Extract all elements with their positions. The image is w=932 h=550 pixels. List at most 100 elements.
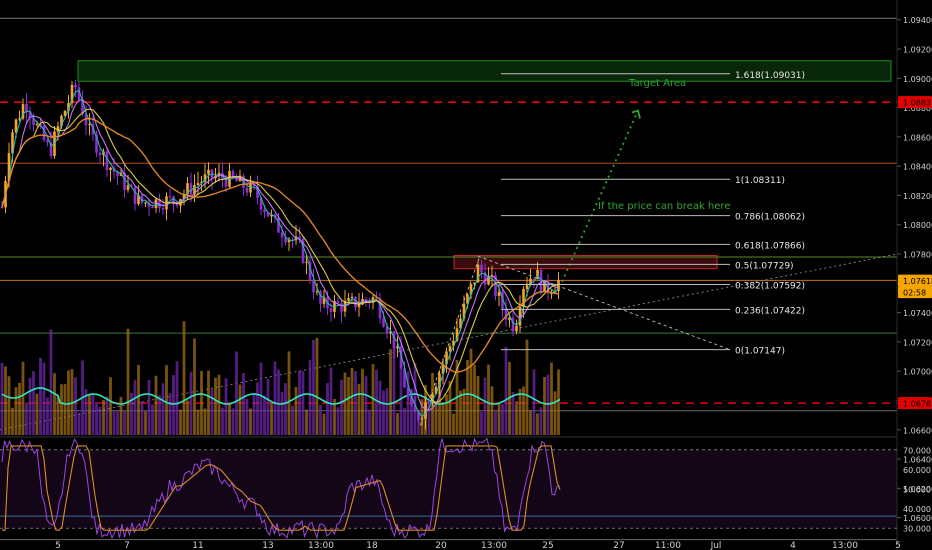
volume-bar-53: [186, 400, 189, 435]
candle-141: [494, 271, 497, 301]
rsi-signal-line: [2, 445, 561, 531]
candle-36: [126, 175, 130, 193]
volume-bar-44: [154, 375, 158, 435]
candle-body-88: [308, 261, 312, 280]
volume-bar-159: [557, 369, 560, 435]
time-tick-label-9: 27: [613, 541, 624, 550]
volume-bar-57: [200, 371, 203, 435]
candle-body-54: [189, 183, 193, 195]
volume-bar-146: [511, 392, 515, 435]
candle-body-127: [445, 351, 448, 365]
price-tick-label-17: 1.06000: [903, 514, 932, 523]
candle-body-143: [501, 291, 504, 309]
candle-body-10: [35, 124, 39, 126]
volume-bar-46: [161, 383, 165, 435]
time-tick-label-2: 11: [192, 541, 203, 550]
candle-35: [123, 164, 126, 199]
candle-42: [147, 199, 151, 217]
volume-bar-139: [487, 364, 490, 435]
price-axis[interactable]: 1.09400 1.09200 1.09000 1.08800 1.08600 1.084…: [897, 16, 932, 523]
price-badge-bg-0: [898, 96, 932, 109]
volume-bar-10: [35, 393, 39, 435]
volume-bar-43: [151, 404, 154, 435]
fib-level-0: 1.618(1.09031): [501, 71, 805, 81]
volume-bar-27: [95, 401, 98, 435]
volume-bar-17: [60, 384, 63, 435]
candle-body-87: [305, 261, 308, 263]
candle-body-79: [277, 217, 280, 233]
annotation-0: Target Area: [628, 78, 686, 89]
candle-body-91: [319, 291, 322, 304]
fib-level-2: 0.786(1.08062): [501, 213, 805, 223]
candle-body-129: [452, 340, 455, 347]
price-tick-label-6: 1.08200: [903, 192, 932, 201]
zones-layer: [77, 60, 892, 270]
volume-bar-136: [476, 375, 480, 435]
volume-bar-152: [532, 369, 536, 435]
candle-85: [298, 226, 301, 244]
candle-body-114: [399, 346, 403, 369]
candle-body-53: [186, 183, 189, 195]
candle-body-146: [511, 317, 515, 332]
volume-bar-147: [515, 401, 518, 435]
fib-label-7: 0(1.07147): [735, 347, 785, 357]
time-axis[interactable]: 5 7 11 13 13:00 18 20 13:00 25 27 11:00 Jul 4 13:00 5: [55, 541, 901, 550]
candle-28: [98, 148, 102, 164]
volume-bar-74: [259, 362, 263, 435]
candle-body-96: [336, 301, 340, 304]
candle-body-155: [543, 280, 546, 292]
moving-averages-layer: [1, 89, 559, 418]
candle-body-46: [161, 208, 165, 210]
candle-body-33: [116, 171, 119, 176]
volume-bar-144: [504, 346, 508, 435]
candle-12: [42, 122, 46, 142]
candle-18: [63, 109, 67, 117]
candle-body-137: [480, 264, 483, 273]
volume-bar-72: [252, 393, 256, 435]
candle-body-37: [130, 185, 133, 187]
candle-92: [322, 290, 326, 308]
volume-bar-73: [256, 382, 259, 435]
volume-bar-158: [553, 391, 557, 435]
candle-body-126: [441, 364, 445, 374]
price-badge-label-3: 1.06782: [903, 400, 932, 409]
candle-112: [392, 331, 396, 359]
volume-bar-15: [53, 373, 56, 435]
candle-87: [305, 254, 308, 275]
volume-bar-70: [245, 398, 249, 435]
candle-body-66: [231, 170, 235, 178]
time-tick-label-11: Jul: [710, 541, 722, 550]
price-tick-label-12: 1.07000: [903, 368, 932, 377]
candle-body-21: [74, 84, 77, 88]
rsi-tick-label-0: 70.000: [903, 446, 931, 455]
fib-level-6: 0.236(1.07422): [501, 306, 805, 316]
candle-81: [284, 231, 287, 246]
volume-bar-50: [175, 361, 179, 435]
annotation-1: If the price can break here: [598, 201, 730, 212]
price-tick-label-10: 1.07400: [903, 309, 932, 318]
candle-7: [25, 93, 28, 123]
volume-bar-108: [378, 380, 382, 435]
candle-body-101: [354, 296, 357, 308]
volume-ma-line: [1, 387, 561, 405]
candle-body-70: [245, 187, 249, 193]
volume-bar-98: [343, 372, 347, 435]
candle-99: [347, 292, 350, 302]
price-tick-label-2: 1.09000: [903, 75, 932, 84]
volume-bar-29: [102, 399, 105, 435]
volume-bar-149: [522, 386, 525, 435]
candle-body-132: [462, 303, 466, 319]
candle-159: [557, 272, 560, 300]
rsi-axis[interactable]: 70.000 60.000 50.000 40.000 30.000: [903, 446, 931, 533]
candle-body-52: [182, 194, 186, 200]
candles-layer: [0, 79, 560, 430]
price-badge-label-2: 02:58: [903, 289, 926, 298]
fib-label-6: 0.236(1.07422): [735, 306, 805, 316]
candle-body-3: [11, 132, 14, 154]
volume-layer: [0, 321, 561, 435]
candle-body-81: [284, 237, 287, 243]
candle-body-82: [287, 239, 291, 243]
volume-bar-62: [217, 374, 221, 435]
volume-bar-52: [182, 321, 186, 435]
